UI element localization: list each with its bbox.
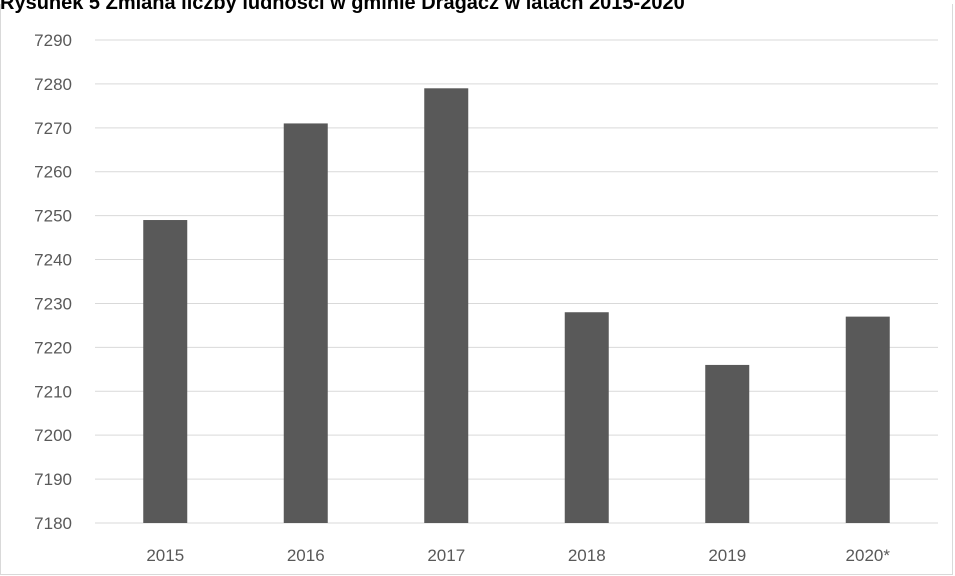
bars [143,88,890,524]
y-tick-label: 7180 [34,514,72,533]
x-tick-label: 2019 [708,546,746,565]
y-tick-label: 7280 [34,75,72,94]
y-tick-label: 7230 [34,294,72,313]
bar-2015 [143,220,188,523]
x-tick-label: 2015 [146,546,184,565]
y-tick-label: 7210 [34,382,72,401]
y-tick-label: 7240 [34,251,72,270]
y-tick-label: 7260 [34,163,72,182]
gridlines [95,39,938,524]
bar-2020 [845,316,890,523]
x-tick-label: 2016 [287,546,325,565]
x-tick-label: 2018 [568,546,606,565]
bar-2016 [283,123,328,523]
chart-frame [0,4,953,575]
chart-title: Rysunek 5 Zmiana liczby ludności w gmini… [0,0,685,14]
bar-2017 [424,88,469,524]
bar-2018 [564,312,609,523]
y-tick-label: 7290 [34,31,72,50]
y-tick-label: 7250 [34,207,72,226]
x-axis-tick-labels: 2015 2016 2017 2018 2019 2020* [146,546,890,565]
y-tick-label: 7270 [34,119,72,138]
y-tick-label: 7190 [34,470,72,489]
x-tick-label: 2020* [846,546,891,565]
x-tick-label: 2017 [427,546,465,565]
y-tick-label: 7220 [34,338,72,357]
y-tick-label: 7200 [34,426,72,445]
bar-2019 [705,364,750,523]
y-axis-tick-labels: 7180 7190 7200 7210 7220 7230 7240 7250 7260 7270… [34,31,72,533]
